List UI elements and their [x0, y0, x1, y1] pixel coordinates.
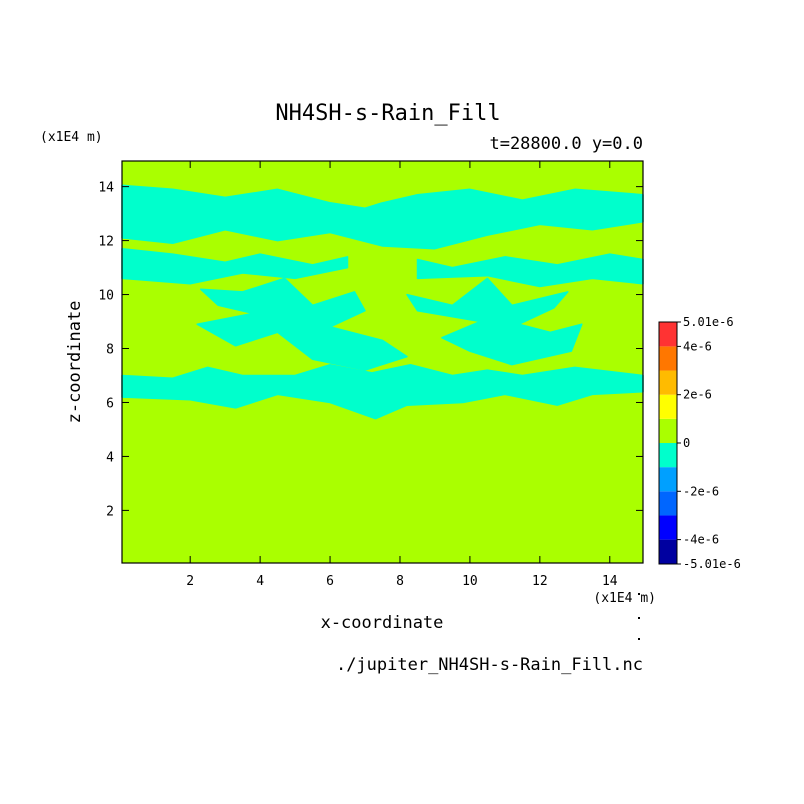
field-region-2: [121, 247, 349, 285]
x-tick-label: 12: [532, 574, 548, 589]
y-tick-label: 14: [98, 181, 114, 196]
colorbar-cell: [659, 467, 677, 492]
y-tick-label: 2: [106, 504, 114, 519]
x-tick-label: 2: [186, 574, 194, 589]
y-axis-label: z-coordinate: [65, 301, 85, 424]
x-tick-label: 14: [602, 574, 618, 589]
plot-area: 2 4 6 8 10 12 14 2 4 6 8 10 12 14: [98, 160, 644, 589]
y-unit-label: (x1E4 m): [40, 130, 103, 145]
plot-frame: [121, 160, 644, 564]
colorbar-cell: [659, 443, 677, 468]
colorbar: 5.01e-6 4e-6 2e-6 0 -2e-6 -4e-6 -5.01e-6: [658, 315, 741, 571]
chart-subtitle: t=28800.0 y=0.0: [489, 134, 643, 154]
field-region-5: [406, 277, 583, 366]
y-tick-label: 4: [106, 450, 114, 465]
colorbar-tick-label: 2e-6: [683, 388, 712, 402]
y-tick-label: 6: [106, 396, 114, 411]
colorbar-cell: [659, 515, 677, 540]
source-file-label: ./jupiter_NH4SH-s-Rain_Fill.nc: [336, 655, 643, 675]
colorbar-cell: [659, 418, 677, 443]
colorbar-tick-label: -5.01e-6: [683, 557, 741, 571]
y-axis-ticks: 2 4 6 8 10 12 14: [98, 181, 643, 519]
x-unit-label: (x1E4 m): [593, 591, 656, 606]
x-tick-label: 8: [396, 574, 404, 589]
colorbar-cell: [659, 370, 677, 395]
colorbar-cell: [659, 346, 677, 371]
x-tick-label: 10: [462, 574, 478, 589]
colorbar-cell: [659, 491, 677, 516]
colorbar-cell: [659, 539, 677, 564]
colorbar-tick-label: -2e-6: [683, 484, 719, 498]
field-region-4: [196, 277, 408, 371]
chart-title: NH4SH-s-Rain_Fill: [275, 101, 500, 126]
colorbar-tick-label: 0: [683, 436, 690, 450]
field-regions: [121, 184, 644, 420]
colorbar-cell: [659, 394, 677, 419]
colorbar-cell: [659, 322, 677, 347]
y-tick-label: 10: [98, 289, 114, 304]
marker-dots: [638, 593, 640, 640]
x-axis-ticks: 2 4 6 8 10 12 14: [186, 161, 618, 589]
colorbar-tick-label: 5.01e-6: [683, 315, 734, 329]
x-tick-label: 4: [256, 574, 264, 589]
y-tick-label: 12: [98, 235, 114, 250]
y-tick-label: 8: [106, 343, 114, 358]
colorbar-tick-label: 4e-6: [683, 339, 712, 353]
colorbar-tick-label: -4e-6: [683, 533, 719, 547]
colorbar-labels: 5.01e-6 4e-6 2e-6 0 -2e-6 -4e-6 -5.01e-6: [677, 315, 741, 571]
x-tick-label: 6: [326, 574, 334, 589]
x-axis-label: x-coordinate: [321, 613, 444, 633]
colorbar-cells: [659, 322, 677, 564]
